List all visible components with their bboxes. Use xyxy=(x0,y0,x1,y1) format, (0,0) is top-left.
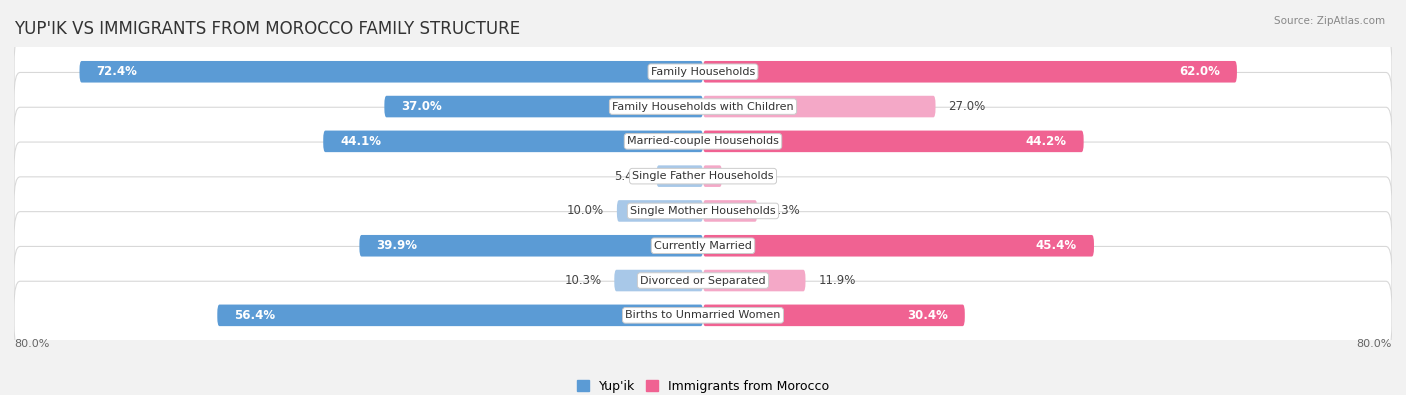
Text: Family Households: Family Households xyxy=(651,67,755,77)
Text: 6.3%: 6.3% xyxy=(770,205,800,218)
Text: 27.0%: 27.0% xyxy=(949,100,986,113)
Text: 30.4%: 30.4% xyxy=(907,309,948,322)
FancyBboxPatch shape xyxy=(614,270,703,292)
Text: 44.2%: 44.2% xyxy=(1025,135,1066,148)
Text: 56.4%: 56.4% xyxy=(235,309,276,322)
FancyBboxPatch shape xyxy=(323,131,703,152)
FancyBboxPatch shape xyxy=(703,270,806,292)
Text: 2.2%: 2.2% xyxy=(735,169,765,182)
Text: Married-couple Households: Married-couple Households xyxy=(627,136,779,147)
FancyBboxPatch shape xyxy=(14,212,1392,280)
Text: 80.0%: 80.0% xyxy=(14,339,49,349)
FancyBboxPatch shape xyxy=(657,166,703,187)
Text: 62.0%: 62.0% xyxy=(1178,65,1219,78)
Text: 39.9%: 39.9% xyxy=(377,239,418,252)
Text: 37.0%: 37.0% xyxy=(402,100,443,113)
Legend: Yup'ik, Immigrants from Morocco: Yup'ik, Immigrants from Morocco xyxy=(572,375,834,395)
FancyBboxPatch shape xyxy=(14,107,1392,175)
FancyBboxPatch shape xyxy=(703,305,965,326)
Text: 11.9%: 11.9% xyxy=(818,274,856,287)
FancyBboxPatch shape xyxy=(703,200,758,222)
FancyBboxPatch shape xyxy=(14,72,1392,141)
Text: 44.1%: 44.1% xyxy=(340,135,381,148)
Text: 80.0%: 80.0% xyxy=(1357,339,1392,349)
Text: Family Households with Children: Family Households with Children xyxy=(612,102,794,111)
FancyBboxPatch shape xyxy=(14,246,1392,315)
FancyBboxPatch shape xyxy=(703,166,721,187)
Text: 45.4%: 45.4% xyxy=(1036,239,1077,252)
Text: 5.4%: 5.4% xyxy=(614,169,644,182)
FancyBboxPatch shape xyxy=(360,235,703,256)
FancyBboxPatch shape xyxy=(703,131,1084,152)
FancyBboxPatch shape xyxy=(384,96,703,117)
FancyBboxPatch shape xyxy=(80,61,703,83)
FancyBboxPatch shape xyxy=(14,281,1392,350)
Text: Births to Unmarried Women: Births to Unmarried Women xyxy=(626,310,780,320)
Text: Single Father Households: Single Father Households xyxy=(633,171,773,181)
FancyBboxPatch shape xyxy=(14,142,1392,210)
FancyBboxPatch shape xyxy=(617,200,703,222)
Text: 10.3%: 10.3% xyxy=(564,274,602,287)
FancyBboxPatch shape xyxy=(14,38,1392,106)
FancyBboxPatch shape xyxy=(703,235,1094,256)
Text: YUP'IK VS IMMIGRANTS FROM MOROCCO FAMILY STRUCTURE: YUP'IK VS IMMIGRANTS FROM MOROCCO FAMILY… xyxy=(14,19,520,38)
Text: 10.0%: 10.0% xyxy=(567,205,605,218)
Text: Source: ZipAtlas.com: Source: ZipAtlas.com xyxy=(1274,16,1385,26)
FancyBboxPatch shape xyxy=(703,96,935,117)
FancyBboxPatch shape xyxy=(703,61,1237,83)
FancyBboxPatch shape xyxy=(14,177,1392,245)
Text: Divorced or Separated: Divorced or Separated xyxy=(640,276,766,286)
Text: 72.4%: 72.4% xyxy=(97,65,138,78)
FancyBboxPatch shape xyxy=(218,305,703,326)
Text: Currently Married: Currently Married xyxy=(654,241,752,251)
Text: Single Mother Households: Single Mother Households xyxy=(630,206,776,216)
